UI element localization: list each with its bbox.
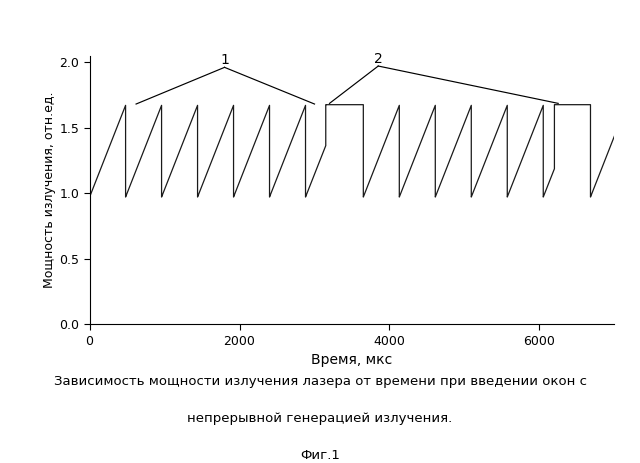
Text: Фиг.1: Фиг.1 <box>300 449 340 462</box>
X-axis label: Время, мкс: Время, мкс <box>312 353 392 367</box>
Text: Зависимость мощности излучения лазера от времени при введении окон с: Зависимость мощности излучения лазера от… <box>54 375 586 388</box>
Text: 1: 1 <box>220 53 229 67</box>
Text: 2: 2 <box>374 52 383 66</box>
Y-axis label: Мощность излучения, отн.ед.: Мощность излучения, отн.ед. <box>44 92 56 288</box>
Text: непрерывной генерацией излучения.: непрерывной генерацией излучения. <box>188 412 452 425</box>
